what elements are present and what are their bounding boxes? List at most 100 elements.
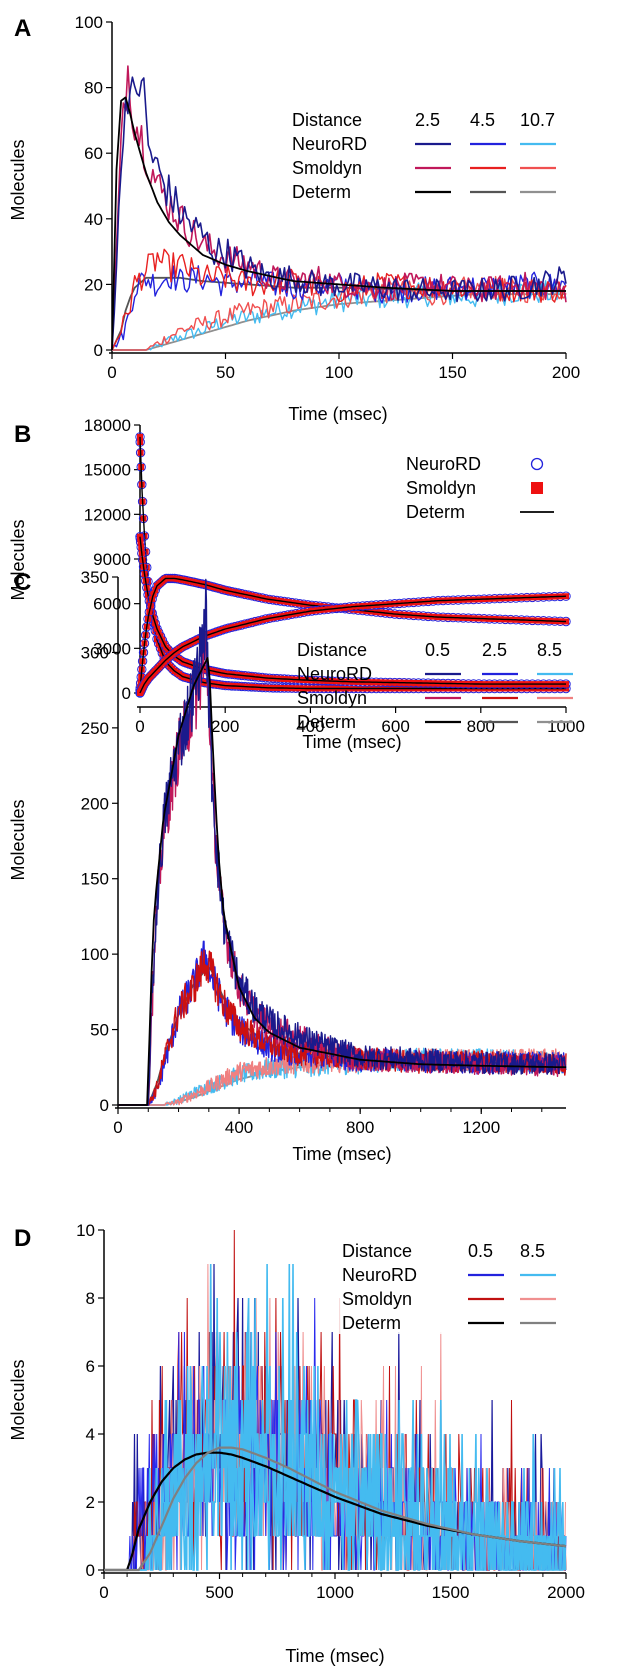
- legend-column-label: 2.5: [415, 110, 440, 130]
- y-tick-label: 10: [76, 1221, 95, 1240]
- y-tick-label: 6: [86, 1357, 95, 1376]
- y-axis-label: Molecules: [8, 139, 28, 220]
- x-tick-label: 800: [467, 717, 495, 736]
- y-tick-label: 8: [86, 1289, 95, 1308]
- legend-header: Distance: [342, 1241, 412, 1261]
- legend-column-label: 0.5: [468, 1241, 493, 1261]
- chart-panel-c: 0 50 100 150 200 250 300 350 0 400 800 1200 C Time (m…: [8, 568, 573, 1164]
- x-tick-label: 150: [438, 363, 466, 382]
- x-tick-label: 50: [216, 363, 235, 382]
- y-tick-label: 80: [84, 79, 103, 98]
- x-axis-label: Time (msec): [285, 1646, 384, 1666]
- chart-panel-d: 0 2 4 6 8 10 0 500 1000 1500 2000 D Time (msec) Molec…: [8, 1221, 585, 1666]
- legend-column-label: 8.5: [537, 640, 562, 660]
- legend-marker: [531, 482, 543, 494]
- chart-panel-a: 0 20 40 60 80 100 0 50 100 150 200 A Time (msec) Mole…: [8, 13, 580, 424]
- noisy-trace: [138, 1263, 567, 1571]
- y-tick-label: 40: [84, 210, 103, 229]
- x-tick-label: 1500: [432, 1583, 470, 1602]
- x-tick-label: 400: [296, 717, 324, 736]
- x-tick-label: 800: [346, 1118, 374, 1137]
- series-line: [117, 578, 567, 1106]
- series-line: [111, 96, 566, 351]
- x-tick-label: 1000: [316, 1583, 354, 1602]
- legend-row-label: Determ: [292, 182, 351, 202]
- legend-column-label: 2.5: [482, 640, 507, 660]
- y-axis-label: Molecules: [8, 1359, 28, 1440]
- x-tick-label: 1000: [547, 717, 585, 736]
- x-tick-label: 400: [225, 1118, 253, 1137]
- x-tick-label: 0: [135, 717, 144, 736]
- y-tick-label: 18000: [84, 416, 131, 435]
- legend-row-label: Determ: [342, 1313, 401, 1333]
- y-tick-label: 0: [86, 1561, 95, 1580]
- x-tick-label: 100: [325, 363, 353, 382]
- series-line: [111, 65, 567, 351]
- x-tick-label: 0: [113, 1118, 122, 1137]
- chart-panel-b: 0 3000 6000 9000 12000 15000 18000 0 200 400 600 80…: [8, 416, 585, 752]
- x-tick-label: 2000: [547, 1583, 585, 1602]
- x-tick-label: 600: [381, 717, 409, 736]
- legend-row-label: Smoldyn: [406, 478, 476, 498]
- legend-header: Distance: [297, 640, 367, 660]
- determ-line: [139, 595, 567, 694]
- legend-column-label: 4.5: [470, 110, 495, 130]
- x-axis-label: Time (msec): [288, 404, 387, 424]
- panel-label: C: [14, 569, 31, 596]
- determ-line: [139, 536, 566, 685]
- legend-column-label: 0.5: [425, 640, 450, 660]
- y-tick-label: 6000: [93, 595, 131, 614]
- y-tick-label: 100: [81, 945, 109, 964]
- legend-background: [338, 1234, 564, 1334]
- y-tick-label: 0: [94, 341, 103, 360]
- x-tick-label: 200: [211, 717, 239, 736]
- legend-row-label: NeuroRD: [292, 134, 367, 154]
- x-tick-label: 0: [107, 363, 116, 382]
- legend-column-label: 10.7: [520, 110, 555, 130]
- legend-row-label: Smoldyn: [297, 688, 367, 708]
- y-axis-label: Molecules: [8, 519, 28, 600]
- x-tick-label: 1200: [462, 1118, 500, 1137]
- y-tick-label: 9000: [93, 550, 131, 569]
- x-axis-label: Time (msec): [302, 732, 401, 752]
- y-tick-label: 150: [81, 870, 109, 889]
- determ-line: [104, 1446, 567, 1572]
- y-tick-label: 100: [75, 13, 103, 32]
- y-tick-label: 250: [81, 719, 109, 738]
- y-tick-label: 4: [86, 1425, 95, 1444]
- y-tick-label: 0: [122, 684, 131, 703]
- y-tick-label: 350: [81, 568, 109, 587]
- legend-header: Distance: [292, 110, 362, 130]
- panel-label: D: [14, 1225, 31, 1252]
- legend-row-label: NeuroRD: [406, 454, 481, 474]
- x-axis-label: Time (msec): [292, 1144, 391, 1164]
- legend-row-label: NeuroRD: [297, 664, 372, 684]
- panel-label: B: [14, 421, 31, 448]
- y-axis-label: Molecules: [8, 799, 28, 880]
- y-tick-label: 20: [84, 275, 103, 294]
- legend-row-label: Smoldyn: [342, 1289, 412, 1309]
- y-tick-label: 300: [81, 643, 109, 662]
- x-tick-label: 0: [99, 1583, 108, 1602]
- legend-column-label: 8.5: [520, 1241, 545, 1261]
- series-line: [118, 657, 567, 1106]
- y-tick-label: 60: [84, 144, 103, 163]
- x-tick-label: 500: [205, 1583, 233, 1602]
- y-tick-label: 2: [86, 1493, 95, 1512]
- legend-marker: [530, 457, 544, 471]
- panel-label: A: [14, 15, 31, 42]
- x-tick-label: 200: [552, 363, 580, 382]
- legend-row-label: NeuroRD: [342, 1265, 417, 1285]
- y-tick-label: 15000: [84, 461, 131, 480]
- series-line: [117, 940, 567, 1106]
- y-tick-label: 0: [100, 1096, 109, 1115]
- series-line: [111, 248, 567, 351]
- legend-row-label: Determ: [406, 502, 465, 522]
- y-tick-label: 3000: [93, 639, 131, 658]
- y-tick-label: 12000: [84, 505, 131, 524]
- legend-row-label: Smoldyn: [292, 158, 362, 178]
- y-tick-label: 200: [81, 794, 109, 813]
- y-tick-label: 50: [90, 1021, 109, 1040]
- series-line: [111, 76, 567, 351]
